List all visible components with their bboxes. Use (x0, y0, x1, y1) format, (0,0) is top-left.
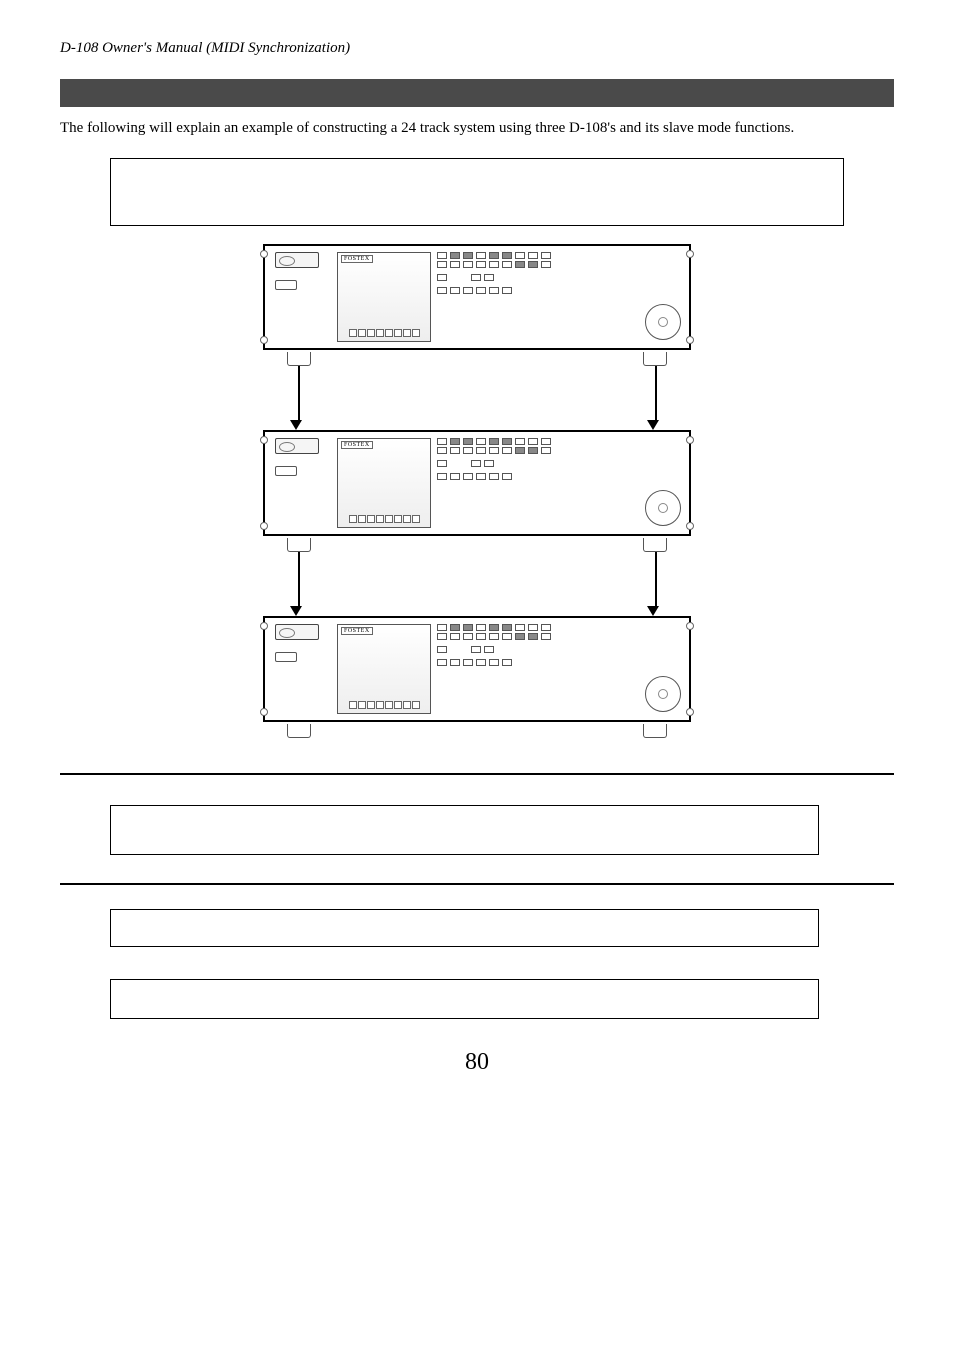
disc-slot-icon (275, 438, 319, 454)
jog-wheel-icon (645, 676, 681, 712)
screw-icon (686, 250, 694, 258)
screw-icon (260, 250, 268, 258)
intro-paragraph: The following will explain an example of… (60, 117, 894, 140)
arrow-down-icon (295, 552, 302, 616)
wordclock-out-port-icon (643, 538, 667, 552)
sync-out-port-icon (287, 724, 311, 738)
device-display-panel: FOSTEX (337, 252, 431, 342)
arrow-down-icon (295, 366, 302, 430)
device-control-panel (437, 624, 679, 714)
brand-label: FOSTEX (341, 255, 373, 263)
device-control-panel (437, 438, 679, 528)
disc-slot-icon (275, 252, 319, 268)
jog-wheel-icon (645, 490, 681, 526)
sync-out-port-icon (287, 352, 311, 366)
brand-label: FOSTEX (341, 627, 373, 635)
port-row-2 (263, 538, 691, 552)
wordclock-out-port-icon (643, 352, 667, 366)
screw-icon (260, 708, 268, 716)
device-left-panel (275, 624, 331, 714)
screw-icon (686, 708, 694, 716)
device-control-panel (437, 252, 679, 342)
note-box-3 (110, 909, 819, 947)
note-box-4 (110, 979, 819, 1019)
eject-button-icon (275, 466, 297, 476)
arrow-down-icon (652, 552, 659, 616)
screw-icon (686, 436, 694, 444)
screw-icon (686, 522, 694, 530)
divider-rule (60, 883, 894, 885)
screw-icon (260, 522, 268, 530)
eject-button-icon (275, 280, 297, 290)
device-unit-1: FOSTEX (263, 244, 691, 350)
jog-wheel-icon (645, 304, 681, 340)
screw-icon (686, 336, 694, 344)
screw-icon (260, 622, 268, 630)
section-heading-bar (60, 79, 894, 107)
arrow-down-icon (652, 366, 659, 430)
divider-rule (60, 773, 894, 775)
device-unit-3: FOSTEX (263, 616, 691, 722)
screw-icon (260, 336, 268, 344)
port-row-3 (263, 724, 691, 738)
eject-button-icon (275, 652, 297, 662)
page-number: 80 (60, 1049, 894, 1076)
page-header: D-108 Owner's Manual (MIDI Synchronizati… (60, 40, 894, 57)
note-box-1 (110, 158, 844, 226)
brand-label: FOSTEX (341, 441, 373, 449)
device-left-panel (275, 252, 331, 342)
sync-out-port-icon (287, 538, 311, 552)
screw-icon (260, 436, 268, 444)
device-unit-2: FOSTEX (263, 430, 691, 536)
note-box-2 (110, 805, 819, 855)
connection-diagram: FOSTEX (60, 244, 894, 738)
wordclock-out-port-icon (643, 724, 667, 738)
device-left-panel (275, 438, 331, 528)
device-display-panel: FOSTEX (337, 624, 431, 714)
device-display-panel: FOSTEX (337, 438, 431, 528)
screw-icon (686, 622, 694, 630)
disc-slot-icon (275, 624, 319, 640)
port-row-1 (263, 352, 691, 366)
